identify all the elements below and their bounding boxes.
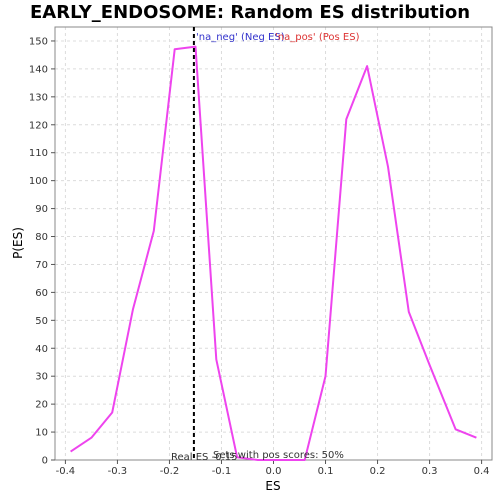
y-axis-label: P(ES)	[11, 227, 25, 259]
y-tick-label: 80	[35, 232, 48, 243]
y-tick-label: 40	[35, 344, 48, 355]
y-tick-label: 20	[35, 400, 48, 411]
chart-title: EARLY_ENDOSOME: Random ES distribution	[30, 2, 470, 23]
grid	[55, 27, 492, 460]
y-tick-label: 50	[35, 316, 48, 327]
y-tick-label: 0	[42, 456, 48, 467]
series-layer	[70, 45, 477, 461]
x-tick-label: -0.4	[56, 466, 76, 477]
y-tick-label: 10	[35, 428, 48, 439]
x-tick-label: -0.2	[160, 466, 180, 477]
y-tick-label: 60	[35, 288, 48, 299]
y-axis: 0 10 20 30 40 50 60 70 80 90 100 110 120 130 140 150	[29, 36, 55, 467]
y-tick-label: 90	[35, 204, 48, 215]
x-tick-label: -0.3	[108, 466, 128, 477]
pos-scores-label: Sets with pos scores: 50%	[213, 450, 344, 461]
x-axis: -0.4 -0.3 -0.2 -0.1 0.0 0.1 0.2 0.3 0.4	[56, 460, 490, 477]
x-tick-label: 0.1	[318, 466, 334, 477]
neg-es-annotation: 'na_neg' (Neg ES)	[196, 32, 285, 43]
x-tick-label: 0.2	[370, 466, 386, 477]
pos-es-annotation: 'na_pos' (Pos ES)	[275, 32, 360, 43]
y-tick-label: 150	[29, 36, 48, 47]
real-es-label: Real ES -0.15	[171, 452, 237, 463]
y-tick-label: 70	[35, 260, 48, 271]
x-tick-label: 0.3	[422, 466, 438, 477]
y-tick-label: 120	[29, 120, 48, 131]
y-tick-label: 140	[29, 64, 48, 75]
y-tick-label: 100	[29, 176, 48, 187]
y-tick-label: 130	[29, 92, 48, 103]
x-tick-label: 0.4	[474, 466, 490, 477]
x-tick-label: 0.0	[266, 466, 282, 477]
x-tick-label: -0.1	[212, 466, 232, 477]
y-tick-label: 30	[35, 372, 48, 383]
y-tick-label: 110	[29, 148, 48, 159]
series-line	[70, 45, 477, 461]
x-axis-label: ES	[265, 479, 280, 493]
